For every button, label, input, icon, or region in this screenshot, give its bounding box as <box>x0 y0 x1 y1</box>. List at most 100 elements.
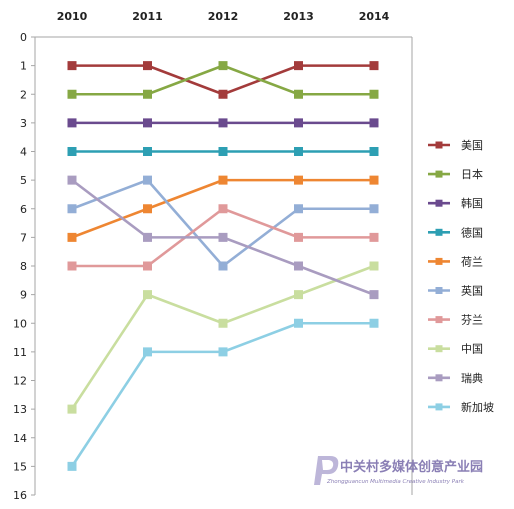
legend-label: 英国 <box>461 284 483 298</box>
data-point-marker <box>369 261 379 271</box>
data-point-marker <box>294 175 303 185</box>
data-point-marker <box>294 118 303 128</box>
data-point-marker <box>67 404 77 414</box>
data-point-marker <box>67 175 77 185</box>
data-point-marker <box>218 147 228 156</box>
series-韩国 <box>67 118 379 128</box>
x-tick-label: 2010 <box>57 10 88 23</box>
legend-swatch-marker <box>435 287 443 294</box>
watermark: 中关村多媒体创意产业园 Zhongguancun Multimedia Crea… <box>314 456 483 485</box>
series-中国 <box>67 261 379 414</box>
legend-item: 美国 <box>428 139 483 152</box>
data-point-marker <box>294 318 303 328</box>
legend-label: 日本 <box>461 167 483 181</box>
data-point-marker <box>294 261 303 271</box>
x-tick-label: 2012 <box>208 10 239 23</box>
legend-item: 韩国 <box>428 196 483 210</box>
legend-item: 荷兰 <box>428 255 483 268</box>
legend-swatch-marker <box>435 141 443 149</box>
data-point-marker <box>218 175 228 185</box>
y-tick-label: 12 <box>13 375 27 388</box>
data-point-marker <box>294 89 303 99</box>
data-point-marker <box>143 175 152 185</box>
series-line <box>71 178 374 268</box>
data-point-marker <box>67 61 77 71</box>
watermark-title: 中关村多媒体创意产业园 <box>340 459 483 475</box>
legend-label: 芬兰 <box>461 314 483 327</box>
legend-label: 新加坡 <box>461 400 494 414</box>
x-tick-label: 2014 <box>359 10 390 23</box>
data-point-marker <box>294 61 303 71</box>
data-point-marker <box>369 147 379 156</box>
data-point-marker <box>369 290 379 300</box>
series-lines <box>67 61 379 471</box>
legend-label: 美国 <box>461 139 483 152</box>
legend-swatch-marker <box>435 199 443 207</box>
legend-label: 荷兰 <box>461 255 483 268</box>
data-point-marker <box>67 118 77 128</box>
data-point-marker <box>218 318 228 328</box>
legend-label: 瑞典 <box>461 371 483 385</box>
data-point-marker <box>369 175 379 185</box>
y-tick-label: 10 <box>13 317 27 330</box>
y-tick-label: 3 <box>20 117 27 130</box>
series-line <box>70 321 374 468</box>
series-德国 <box>67 147 379 156</box>
data-point-marker <box>369 61 379 71</box>
y-tick-label: 6 <box>20 203 27 216</box>
legend-swatch-marker <box>435 403 443 411</box>
legend-swatch-marker <box>435 257 443 265</box>
y-tick-label: 9 <box>20 289 27 302</box>
legend-label: 韩国 <box>461 196 483 210</box>
data-point-marker <box>143 204 152 214</box>
legend-item: 英国 <box>428 284 483 298</box>
data-point-marker <box>143 61 152 71</box>
data-point-marker <box>218 261 228 271</box>
y-tick-label: 7 <box>20 231 27 244</box>
data-point-marker <box>218 232 228 242</box>
legend-label: 德国 <box>461 225 483 239</box>
data-point-marker <box>67 461 77 471</box>
legend-swatch-marker <box>435 316 443 324</box>
y-tick-label: 5 <box>20 174 27 187</box>
data-point-marker <box>294 290 303 300</box>
data-point-marker <box>369 118 379 128</box>
data-point-marker <box>218 61 228 71</box>
series-英国 <box>67 175 379 271</box>
legend-label: 中国 <box>461 343 483 356</box>
y-tick-label: 15 <box>13 460 27 473</box>
x-tick-label: 2013 <box>283 10 314 23</box>
data-point-marker <box>143 261 152 271</box>
legend-swatch-marker <box>435 345 443 353</box>
legend-item: 中国 <box>428 343 483 356</box>
watermark-logo-icon <box>314 456 339 485</box>
data-point-marker <box>369 89 379 99</box>
data-point-marker <box>67 232 77 242</box>
data-point-marker <box>143 232 152 242</box>
y-tick-label: 11 <box>13 346 27 359</box>
data-point-marker <box>218 204 228 214</box>
series-芬兰 <box>67 204 379 271</box>
x-tick-label: 2011 <box>132 10 163 23</box>
y-tick-label: 1 <box>20 60 27 73</box>
data-point-marker <box>294 147 303 156</box>
watermark-subtitle: Zhongguancun Multimedia Creative Industr… <box>326 479 465 485</box>
legend-item: 日本 <box>428 167 483 181</box>
y-tick-label: 14 <box>13 432 27 445</box>
legend-item: 新加坡 <box>428 400 494 414</box>
data-point-marker <box>67 89 77 99</box>
y-tick-label: 4 <box>20 146 27 159</box>
series-瑞典 <box>67 175 379 300</box>
data-point-marker <box>218 118 228 128</box>
data-point-marker <box>369 204 379 214</box>
legend-item: 瑞典 <box>428 371 483 385</box>
data-point-marker <box>369 318 379 328</box>
data-point-marker <box>143 347 152 357</box>
legend-item: 芬兰 <box>428 314 483 327</box>
legend-swatch-marker <box>435 170 443 178</box>
data-point-marker <box>143 89 152 99</box>
data-point-marker <box>294 232 303 242</box>
